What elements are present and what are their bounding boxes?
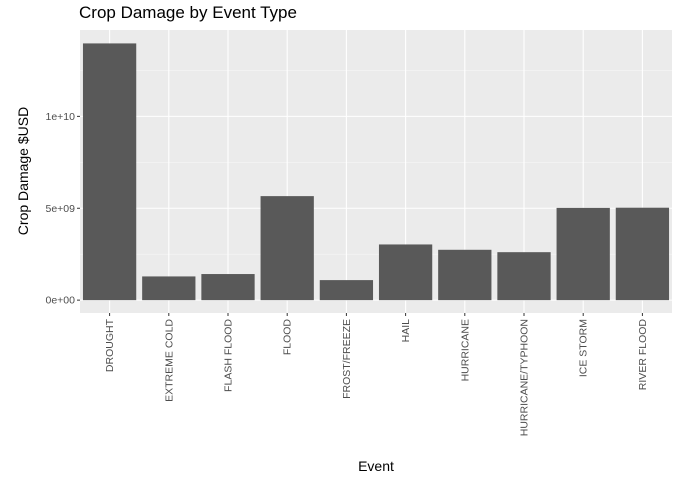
bar (142, 276, 196, 301)
x-tick-label: FLOOD (282, 319, 294, 356)
x-tick-label: HURRICANE (459, 319, 471, 381)
y-axis-title: Crop Damage $USD (15, 107, 31, 235)
y-tick-label: 1e+10 (46, 111, 76, 123)
x-tick-label: ICE STORM (578, 319, 590, 377)
bar (438, 249, 492, 301)
x-tick-label: FLASH FLOOD (223, 319, 235, 392)
bar (319, 280, 374, 301)
x-tick-label: HURRICANE/TYPHOON (519, 319, 531, 436)
x-tick-label: FROST/FREEZE (341, 319, 353, 399)
bar (260, 196, 314, 301)
x-tick-label: RIVER FLOOD (637, 319, 649, 391)
bar (556, 207, 610, 301)
x-axis: DROUGHT EXTREME COLD FLASH FLOOD FLOOD FROST… (104, 313, 649, 436)
y-tick-label: 0e+00 (46, 295, 76, 307)
y-tick-label: 5e+09 (46, 203, 76, 215)
x-tick-label: EXTREME COLD (163, 319, 175, 402)
chart-title: Crop Damage by Event Type (79, 3, 297, 22)
bar (201, 274, 255, 301)
bars (82, 43, 670, 301)
x-tick-label: DROUGHT (104, 318, 116, 372)
x-tick-label: HAIL (400, 319, 412, 343)
bar (378, 244, 433, 301)
bar (615, 207, 670, 301)
y-axis: 0e+00 5e+09 1e+10 (46, 111, 80, 307)
bar (82, 43, 137, 301)
bar (497, 252, 551, 301)
x-axis-title: Event (358, 458, 394, 474)
